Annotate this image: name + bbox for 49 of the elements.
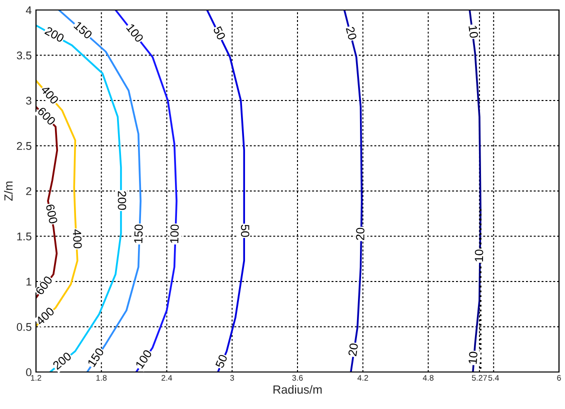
y-tick-label: 1: [26, 278, 32, 286]
text: 150: [74, 20, 93, 40]
y-tick-label: 2: [26, 187, 32, 196]
y-axis-title: Z/m: [4, 182, 13, 201]
x-tick-label: 1.8: [96, 374, 107, 381]
y-tick-label: 4: [26, 6, 32, 14]
y-tick-label: 3: [26, 96, 32, 105]
text: 200: [44, 26, 65, 43]
text: 20: [346, 26, 357, 40]
text: 10: [474, 250, 484, 262]
text: 400: [35, 306, 55, 326]
text: 400: [40, 84, 60, 105]
line-series: [114, 10, 178, 372]
x-tick-label: 5.27: [472, 374, 487, 381]
line-series: [36, 106, 58, 299]
text: 20: [348, 343, 358, 356]
x-tick-label: 1.2: [31, 374, 42, 381]
text: 200: [118, 191, 126, 210]
text: 50: [240, 224, 250, 237]
text: 100: [135, 349, 152, 369]
x-tick-label: 3.6: [292, 374, 303, 381]
x-tick-label: 4.2: [357, 374, 368, 381]
y-tick-label: 0: [26, 368, 32, 376]
text: 400: [72, 229, 82, 248]
line-series: [468, 10, 482, 372]
text: 20: [356, 228, 365, 240]
text: 150: [134, 224, 143, 244]
x-tick-label: 3: [230, 374, 234, 381]
x-tick-label: 2.4: [162, 374, 172, 381]
text: 100: [170, 224, 179, 244]
y-tick-label: 1.5: [17, 232, 32, 240]
y-tick-label: 2.5: [16, 142, 32, 150]
text: 600: [35, 275, 53, 296]
x-tick-label: 4.8: [422, 374, 434, 381]
x-tick-label: 5.4: [488, 375, 499, 381]
text: 600: [46, 204, 58, 224]
text: 50: [212, 26, 226, 40]
y-tick-label: 0.5: [16, 323, 32, 331]
text: 600: [37, 106, 56, 126]
y-tick-label: 3.5: [16, 52, 32, 60]
text: 10: [468, 351, 478, 364]
text: 50: [215, 354, 228, 368]
x-axis-title: Radius/m: [274, 385, 322, 394]
x-tick-label: 6: [557, 374, 561, 381]
text: 200: [52, 352, 72, 370]
text: 10: [468, 25, 478, 38]
text: 100: [126, 23, 144, 43]
text: 150: [87, 347, 104, 368]
line-series: [343, 10, 363, 372]
